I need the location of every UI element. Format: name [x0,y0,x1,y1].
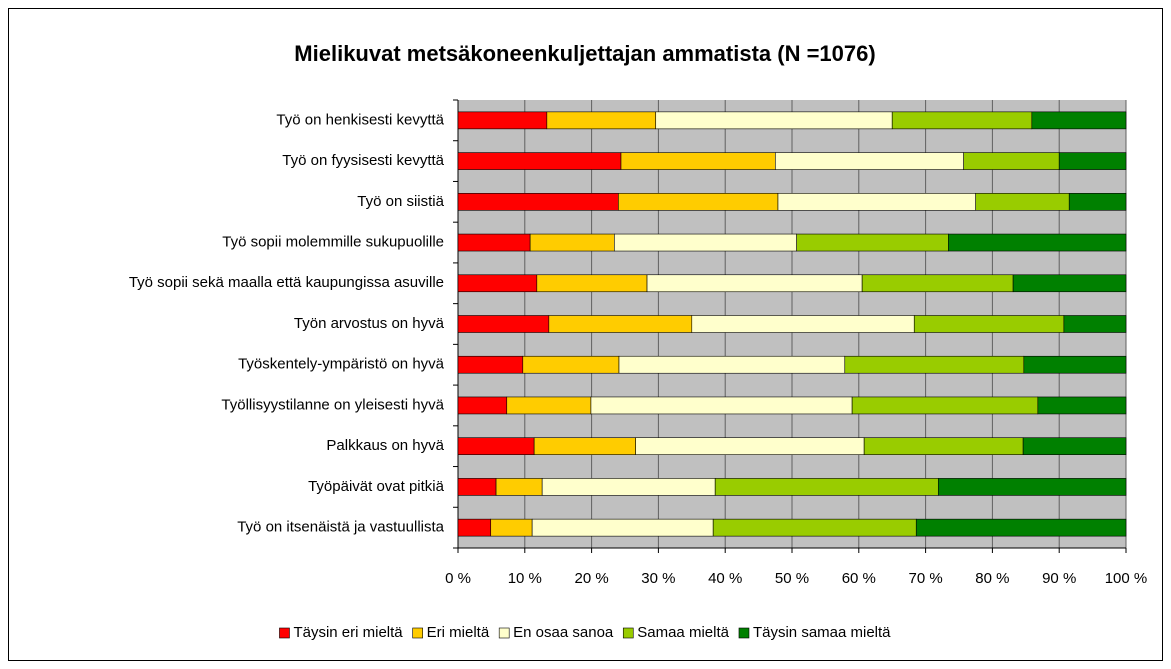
x-tick-label: 40 % [708,570,742,587]
bar-segment [1031,111,1127,130]
bar-segment [975,193,1070,211]
bar-segment [655,111,893,130]
y-tick-label: Palkkaus on hyvä [326,437,444,454]
legend-swatch [622,627,634,639]
legend-swatch [412,627,423,639]
x-tick-label: 90 % [1042,570,1076,587]
y-tick-label: Työ sopii sekä maalla että kaupungissa a… [129,274,444,291]
bar-segment [937,478,1127,496]
bar-segment [844,355,1025,374]
bar-segment [1037,396,1127,415]
y-tick-label: Työ on siistiä [357,193,444,210]
bar-segment [774,152,964,170]
bar-segment [590,396,853,415]
legend-label: Täysin samaa mieltä [753,624,891,641]
bar-segment [457,193,619,211]
bar-segment [531,518,714,537]
bar-segment [691,315,915,333]
bar-segment [457,111,548,130]
bar-segment [851,396,1039,415]
bar-segment [618,193,779,211]
bar-segment [620,152,776,170]
bar-segment [714,478,939,496]
y-tick-label: Työ on fyysisesti kevyttä [282,152,444,169]
y-tick-label: Työ on henkisesti kevyttä [276,111,444,128]
x-tick-label: 70 % [908,570,942,587]
y-tick-label: Työpäivät ovat pitkiä [308,478,445,495]
y-tick-label: Työllisyystilanne on yleisesti hyvä [221,396,444,413]
legend-swatch [738,627,750,639]
legend-swatch [279,627,290,639]
bar-segment [457,478,497,496]
legend-label: Eri mieltä [427,624,490,641]
bar-segment [541,478,716,496]
bar-segment [546,111,657,130]
bar-segment [457,437,535,455]
bar-segment [457,396,508,415]
bar-segment [614,233,797,252]
bar-segment [913,315,1065,333]
bar-segment [457,274,538,293]
bar-segment [635,437,865,455]
bar-segment [948,233,1127,252]
bar-segment [457,152,622,170]
bar-segment [861,274,1014,293]
bar-segment [1023,355,1127,374]
bar-segment [457,355,524,374]
bar-segment [490,518,533,537]
x-tick-label: 50 % [775,570,809,587]
bar-segment [495,478,543,496]
bar-segment [1022,437,1127,455]
x-tick-label: 0 % [445,570,471,587]
bar-segment [1012,274,1127,293]
bar-segment [536,274,648,293]
bar-segment [1068,193,1127,211]
bar-segment [891,111,1033,130]
y-tick-label: Työ sopii molemmille sukupuolille [222,234,444,251]
bar-segment [457,518,492,537]
bar-segment [1063,315,1127,333]
bar-segment [915,518,1127,537]
legend-label: Täysin eri mieltä [293,624,403,641]
x-tick-label: 30 % [641,570,675,587]
bar-segment [522,355,620,374]
bar-segment [712,518,917,537]
bar-segment [618,355,846,374]
y-tick-label: Työn arvostus on hyvä [294,315,445,332]
x-tick-label: 60 % [842,570,876,587]
legend-label: Samaa mieltä [637,624,729,641]
y-tick-label: Työskentely-ympäristö on hyvä [238,356,445,373]
bar-segment [863,437,1024,455]
bar-segment [529,233,615,252]
bar-segment [457,315,550,333]
x-tick-label: 100 % [1105,570,1148,587]
bar-segment [1058,152,1127,170]
bar-segment [457,233,531,252]
x-tick-label: 80 % [975,570,1009,587]
bar-segment [548,315,693,333]
x-tick-label: 10 % [508,570,542,587]
bar-segment [777,193,976,211]
bar-segment [533,437,636,455]
bar-segment [963,152,1060,170]
y-tick-label: Työ on itsenäistä ja vastuullista [237,519,444,536]
legend-swatch [498,627,510,639]
chart-title: Mielikuvat metsäkoneenkuljettajan ammati… [294,41,875,66]
bar-segment [506,396,592,415]
bar-segment [646,274,863,293]
x-tick-label: 20 % [574,570,608,587]
bar-segment [796,233,949,252]
legend-label: En osaa sanoa [513,624,614,641]
